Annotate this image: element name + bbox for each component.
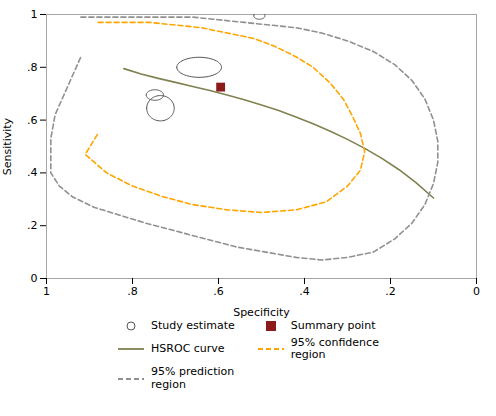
svg-text:.6: .6 (27, 114, 38, 127)
html-text:HSROC curve: HSROC curve (151, 342, 225, 355)
html-text:Summary point: Summary point (290, 319, 376, 332)
svg-text:.4: .4 (299, 285, 310, 298)
svg-text:.6: .6 (213, 285, 224, 298)
svg-text:0: 0 (473, 285, 480, 298)
svg-text:.8: .8 (127, 285, 138, 298)
svg-text:.8: .8 (27, 61, 38, 74)
svg-text:1: 1 (31, 8, 38, 21)
svg-text:.2: .2 (27, 219, 38, 232)
html-text:Study estimate: Study estimate (151, 319, 235, 332)
svg-text:Sensitivity: Sensitivity (1, 117, 14, 175)
svg-text:Specificity: Specificity (233, 306, 290, 319)
svg-text:1: 1 (43, 285, 50, 298)
svg-text:.2: .2 (385, 285, 396, 298)
svg-text:.4: .4 (27, 166, 38, 179)
html-text:95% prediction region: 95% prediction region (151, 364, 235, 391)
html-text:95% confidence region: 95% confidence region (290, 335, 379, 362)
svg-text:0: 0 (31, 272, 38, 285)
